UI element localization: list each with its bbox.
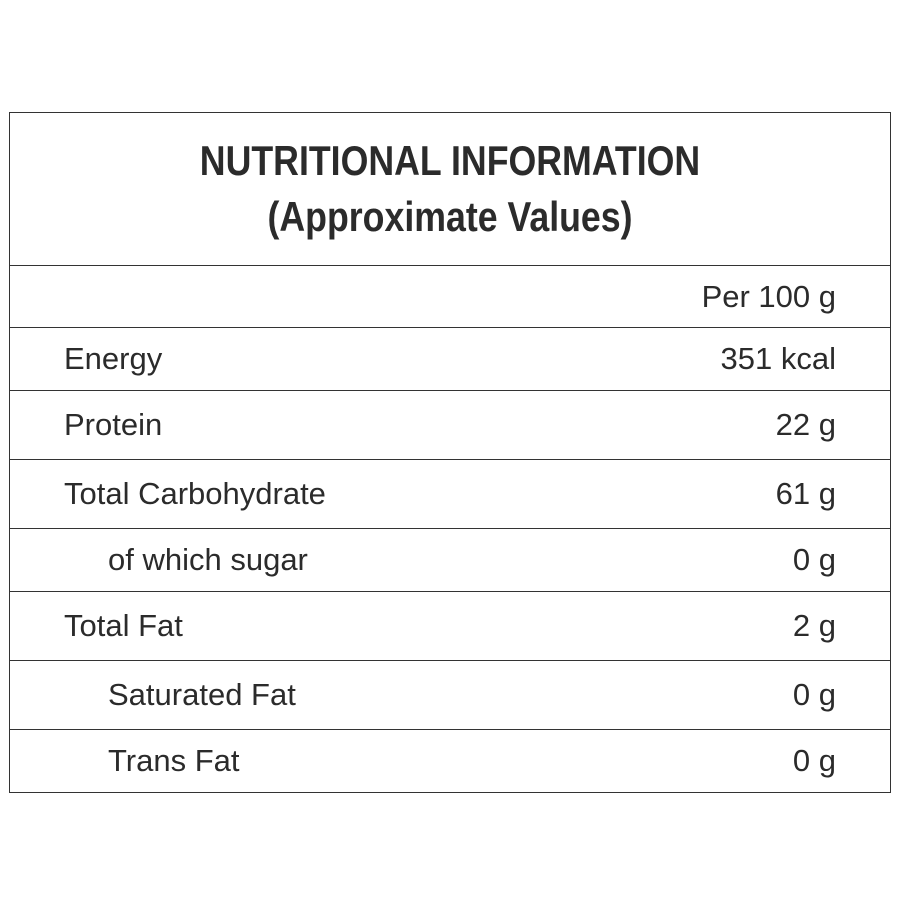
nutrient-row: of which sugar 0 g — [10, 529, 890, 592]
nutrient-name: Total Fat — [64, 608, 183, 643]
nutrient-value: 2 g — [792, 608, 836, 643]
nutrient-row: Saturated Fat 0 g — [10, 661, 890, 730]
nutrient-value: 0 g — [792, 677, 836, 712]
nutrient-value: 0 g — [792, 542, 836, 577]
nutrient-name: Energy — [64, 341, 163, 376]
nutrient-name: Trans Fat — [108, 743, 240, 778]
nutrient-value: 0 g — [792, 743, 836, 778]
title: NUTRITIONAL INFORMATION — [199, 137, 701, 184]
nutrient-value: 61 g — [775, 476, 836, 511]
nutrient-value: 22 g — [775, 407, 836, 442]
nutrient-value: 351 kcal — [720, 341, 836, 376]
nutrient-name: Total Carbohydrate — [64, 476, 326, 511]
subtitle: (Approximate Values) — [267, 193, 633, 240]
nutrient-row: Trans Fat 0 g — [10, 730, 890, 792]
nutrient-row: Protein 22 g — [10, 391, 890, 460]
nutrient-name: Saturated Fat — [108, 677, 296, 712]
rows: Energy 351 kcal Protein 22 g Total Carbohydr… — [10, 328, 890, 792]
header: NUTRITIONAL INFORMATION (Approximate Val… — [10, 113, 890, 266]
nutrition-table: NUTRITIONAL INFORMATION (Approximate Val… — [9, 112, 891, 793]
nutrient-row: Energy 351 kcal — [10, 328, 890, 391]
column-header-row: Per 100 g — [10, 266, 890, 328]
column-header: Per 100 g — [701, 278, 836, 314]
nutrient-name: of which sugar — [108, 542, 308, 577]
nutrient-row: Total Carbohydrate 61 g — [10, 460, 890, 529]
nutrient-row: Total Fat 2 g — [10, 592, 890, 661]
nutrient-name: Protein — [64, 407, 163, 442]
